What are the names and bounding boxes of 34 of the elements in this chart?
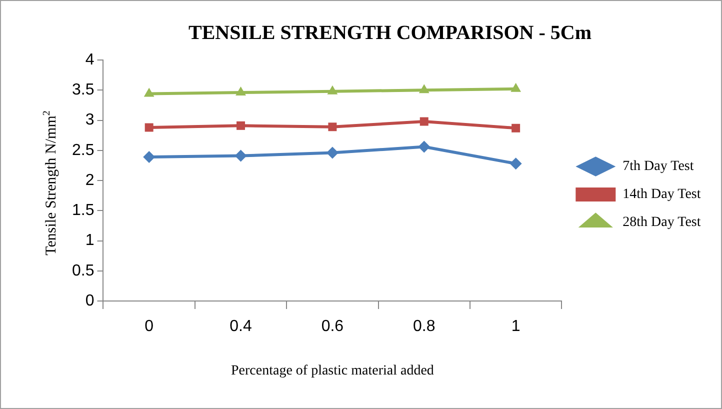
point	[236, 86, 246, 96]
point	[326, 146, 338, 159]
y-tick-label: 3.5	[72, 82, 94, 99]
legend-label: 7th Day Test	[622, 159, 694, 174]
y-tick-label: 4	[85, 51, 94, 68]
y-tick-label: 3	[85, 112, 94, 129]
point	[512, 124, 520, 132]
y-tick-label: 1.5	[72, 202, 94, 220]
point	[327, 85, 338, 94]
point	[510, 82, 522, 92]
point	[144, 123, 154, 132]
legend-label: 28th Day Test	[622, 215, 701, 230]
point	[418, 140, 430, 153]
y-tick-label: 2.5	[72, 142, 94, 159]
point	[510, 158, 522, 170]
x-tick-label: 1	[511, 318, 520, 336]
chart-title: TENSILE STRENGTH COMPARISON - 5Cm	[188, 22, 592, 44]
x-tick-label: 0	[144, 318, 154, 336]
y-tick-label: 1	[85, 232, 94, 250]
x-tick-label: 0.4	[230, 318, 252, 336]
x-tick-label: 0.8	[413, 318, 436, 336]
point	[143, 151, 156, 164]
y-tick-label: 0.5	[72, 262, 94, 280]
y-tick-label: 2	[85, 172, 94, 189]
point	[420, 117, 428, 126]
point	[236, 121, 246, 130]
y-tick-label: 0	[85, 292, 94, 310]
legend-label: 14th Day Test	[622, 187, 701, 202]
point	[328, 122, 337, 132]
point	[144, 88, 154, 97]
point	[418, 84, 430, 94]
x-axis-title: Percentage of plastic material added	[231, 363, 434, 378]
point	[234, 150, 247, 162]
x-tick-label: 0.6	[321, 318, 344, 336]
